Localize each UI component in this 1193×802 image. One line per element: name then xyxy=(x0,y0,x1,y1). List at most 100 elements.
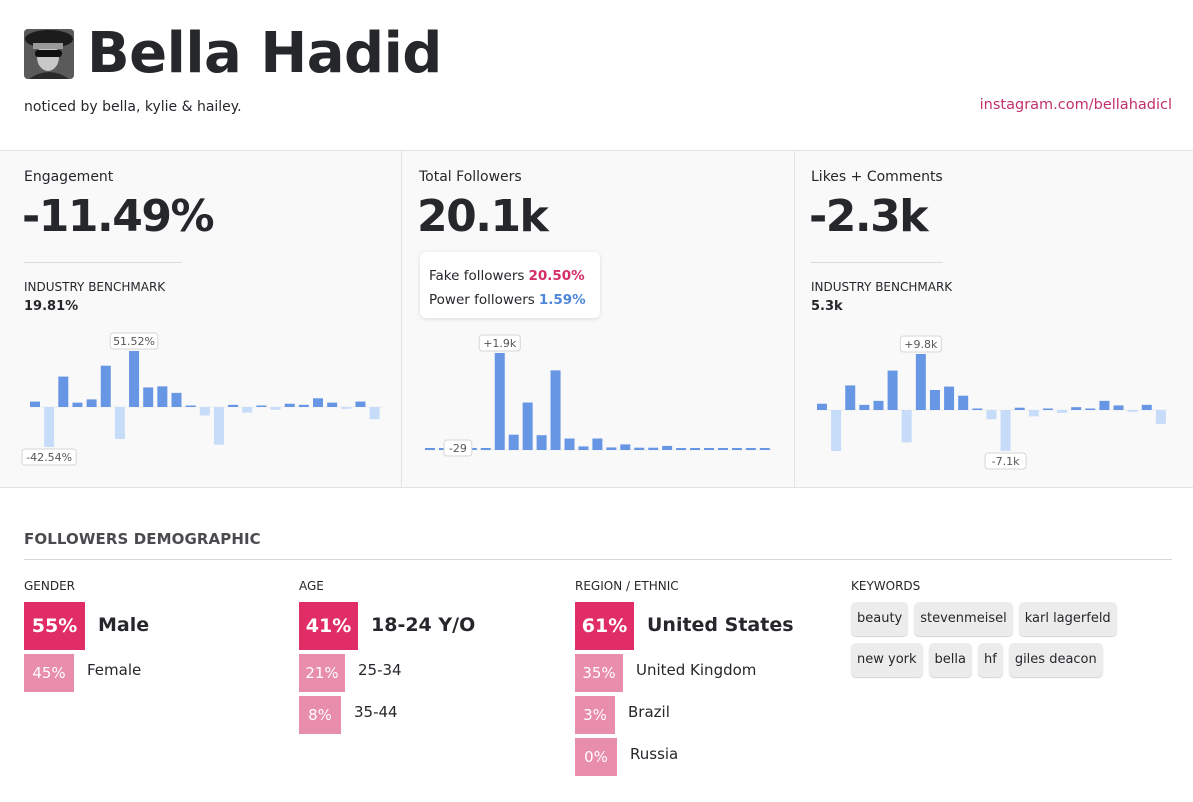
chart-bar[interactable] xyxy=(845,385,856,410)
chart-bar[interactable] xyxy=(831,410,842,451)
chart-bar[interactable] xyxy=(58,376,69,407)
chart-bar[interactable] xyxy=(284,403,295,407)
chart-bar[interactable] xyxy=(915,354,926,410)
chart-bar[interactable] xyxy=(1141,404,1152,410)
chart-bar[interactable] xyxy=(1071,407,1082,410)
engagement-label: Engagement xyxy=(24,169,114,185)
benchmark-value: 5.3k xyxy=(811,299,843,314)
chart-bar[interactable] xyxy=(1113,405,1124,410)
chart-bar[interactable] xyxy=(634,447,645,450)
keyword-tag[interactable]: giles deacon xyxy=(1008,643,1103,677)
chart-bar[interactable] xyxy=(72,402,83,407)
chart-bar[interactable] xyxy=(704,448,714,450)
chart-bar[interactable] xyxy=(1155,410,1166,424)
chart-bar[interactable] xyxy=(986,410,997,420)
chart-bar[interactable] xyxy=(228,404,239,407)
chart-bar[interactable] xyxy=(425,448,435,450)
chart-bar[interactable] xyxy=(606,447,617,450)
likes-chart: +9.8k -7.1k xyxy=(817,335,1170,470)
keyword-tag[interactable]: beauty xyxy=(851,602,909,636)
chart-bar[interactable] xyxy=(157,386,168,407)
chart-bar[interactable] xyxy=(129,351,140,407)
instagram-link[interactable]: instagram.com/bellahadicl xyxy=(979,97,1172,113)
chart-bar[interactable] xyxy=(1057,410,1068,413)
chart-bar[interactable] xyxy=(745,448,756,450)
chart-bar[interactable] xyxy=(199,407,210,416)
chart-bar[interactable] xyxy=(901,410,912,443)
chart-bar[interactable] xyxy=(620,444,631,450)
chart-bar[interactable] xyxy=(114,407,125,439)
region-row: 35% United Kingdom xyxy=(575,654,794,692)
profile-name: Bella Hadid xyxy=(87,21,442,86)
chart-bar[interactable] xyxy=(536,435,547,450)
chart-bar[interactable] xyxy=(944,386,955,410)
chart-bar[interactable] xyxy=(1127,410,1138,412)
chart-bar[interactable] xyxy=(143,387,154,407)
profile-bio: noticed by bella, kylie & hailey. xyxy=(24,99,242,115)
chart-bar[interactable] xyxy=(550,370,561,450)
chart-bar[interactable] xyxy=(817,403,827,410)
row-label: 25-34 xyxy=(358,661,402,679)
chart-bar[interactable] xyxy=(592,438,603,450)
keyword-tag[interactable]: bella xyxy=(928,643,972,677)
chart-bar[interactable] xyxy=(1014,407,1025,410)
chart-bar[interactable] xyxy=(242,407,253,413)
chart-bar[interactable] xyxy=(86,399,97,407)
chart-bar[interactable] xyxy=(1085,408,1096,411)
chart-bar[interactable] xyxy=(717,448,728,450)
chart-bar[interactable] xyxy=(887,370,898,410)
keyword-tag[interactable]: stevenmeisel xyxy=(914,602,1013,636)
chart-bar[interactable] xyxy=(522,402,533,450)
chart-bar[interactable] xyxy=(690,448,701,450)
keyword-tag[interactable]: karl lagerfeld xyxy=(1018,602,1117,636)
region-row: 3% Brazil xyxy=(575,696,794,734)
chart-bar[interactable] xyxy=(1042,408,1053,411)
chart-bar[interactable] xyxy=(298,404,309,407)
chart-bar[interactable] xyxy=(270,407,281,410)
chart-bar[interactable] xyxy=(578,446,589,450)
chart-bar[interactable] xyxy=(341,407,352,409)
chart-bar[interactable] xyxy=(30,401,40,407)
chart-bar[interactable] xyxy=(676,448,687,450)
chart-bar[interactable] xyxy=(1000,410,1011,451)
max-value-label: +9.8k xyxy=(899,335,942,353)
chart-bar[interactable] xyxy=(759,448,770,450)
pct-box: 61% xyxy=(575,602,634,650)
chart-bar[interactable] xyxy=(731,448,742,450)
chart-bar[interactable] xyxy=(859,404,870,410)
gender-label: GENDER xyxy=(24,579,76,593)
chart-bar[interactable] xyxy=(494,353,505,450)
keyword-tag[interactable]: new york xyxy=(851,643,923,677)
chart-bar[interactable] xyxy=(313,398,323,407)
label-text: -42.54% xyxy=(26,451,72,464)
chart-bar[interactable] xyxy=(213,407,224,445)
section-title: FOLLOWERS DEMOGRAPHIC xyxy=(24,530,1172,560)
chart-bar[interactable] xyxy=(564,438,575,450)
label-box xyxy=(21,448,77,466)
pct-box: 45% xyxy=(24,654,74,692)
chart-bar[interactable] xyxy=(1028,410,1039,417)
chart-bar[interactable] xyxy=(662,445,673,450)
chart-bar[interactable] xyxy=(369,407,380,420)
chart-bar[interactable] xyxy=(355,401,366,407)
keyword-list: beauty stevenmeisel karl lagerfeld new y… xyxy=(851,602,1121,677)
power-followers-label: Power followers xyxy=(429,292,535,308)
chart-bar[interactable] xyxy=(256,405,267,408)
chart-bar[interactable] xyxy=(185,405,196,408)
chart-bar[interactable] xyxy=(873,400,884,410)
region-row: 0% Russia xyxy=(575,738,794,776)
chart-bar[interactable] xyxy=(972,408,983,411)
chart-bar[interactable] xyxy=(929,390,940,410)
chart-bar[interactable] xyxy=(1099,400,1110,410)
chart-bar[interactable] xyxy=(648,447,659,450)
chart-bar[interactable] xyxy=(327,402,338,407)
likes-value: -2.3k xyxy=(809,191,928,242)
chart-bar[interactable] xyxy=(958,395,969,410)
chart-bar[interactable] xyxy=(44,407,55,447)
chart-bar[interactable] xyxy=(100,365,111,407)
keyword-tag[interactable]: hf xyxy=(977,643,1003,677)
avatar-photo-icon xyxy=(24,29,74,79)
chart-bar[interactable] xyxy=(171,392,182,407)
chart-bar[interactable] xyxy=(508,434,519,450)
chart-bar[interactable] xyxy=(480,448,491,450)
